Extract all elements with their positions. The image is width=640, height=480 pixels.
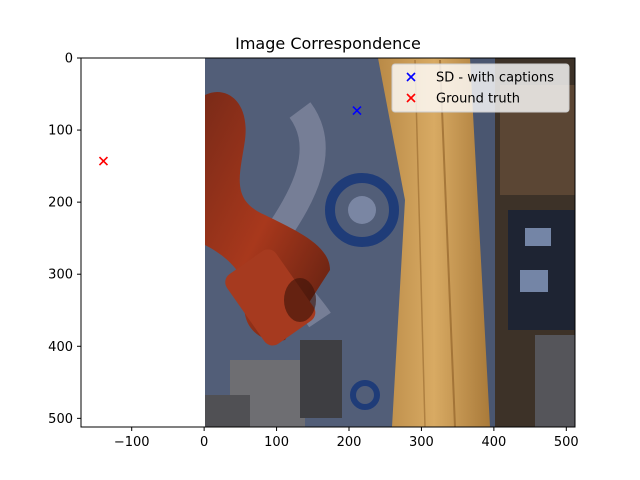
x-axis-ticks: −100 0 100 200 300 400 500 [114, 427, 579, 450]
y-tick-label: 300 [48, 268, 73, 283]
x-tick-label: 400 [481, 435, 506, 450]
x-tick-label: 500 [554, 435, 579, 450]
data-markers [98, 106, 362, 166]
axes-frame [80, 57, 576, 428]
x-tick-label: 0 [200, 435, 208, 450]
x-tick-label: 100 [264, 435, 289, 450]
legend-box [391, 63, 570, 113]
data-point-marker [98, 156, 109, 166]
y-tick-label: 0 [65, 52, 73, 67]
y-tick-label: 100 [48, 124, 73, 139]
x-tick-label: 200 [337, 435, 362, 450]
x-tick-label: −100 [114, 435, 150, 450]
chart-title: Image Correspondence [235, 34, 421, 53]
legend-label: Ground truth [436, 92, 520, 107]
y-tick-label: 500 [48, 412, 73, 427]
y-tick-label: 200 [48, 196, 73, 211]
y-axis-ticks: 0 100 200 300 400 500 [48, 52, 81, 427]
legend-label: SD - with captions [436, 71, 554, 86]
legend-marker [406, 93, 416, 103]
data-point-marker [352, 106, 362, 116]
legend-marker [406, 72, 416, 82]
background-image [205, 58, 575, 427]
legend: SD - with captions Ground truth [391, 63, 570, 113]
x-tick-label: 300 [409, 435, 434, 450]
y-tick-label: 400 [48, 340, 73, 355]
